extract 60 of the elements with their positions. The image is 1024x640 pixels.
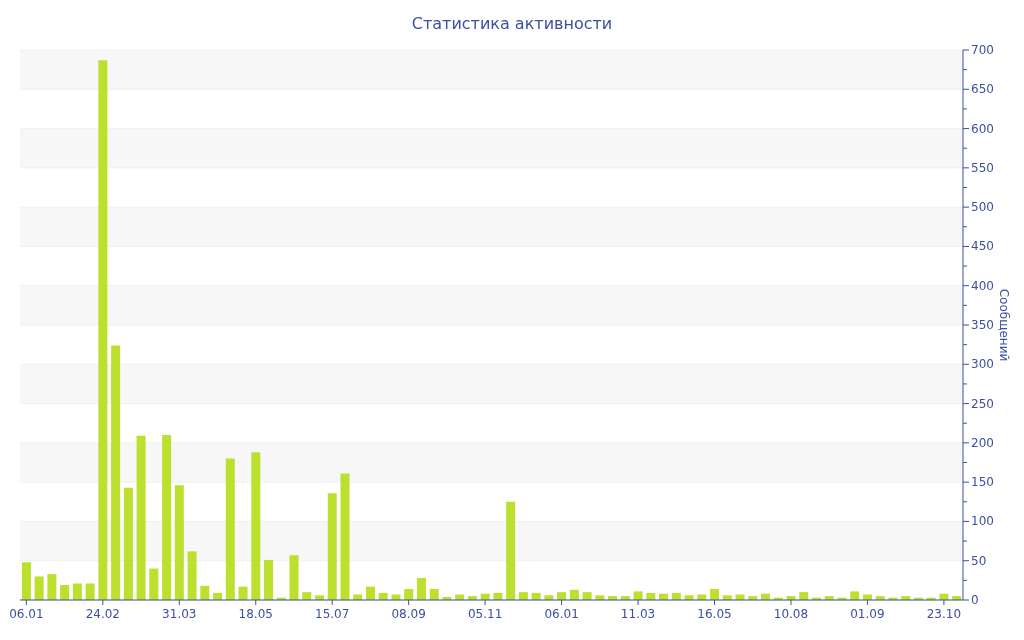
y-tick-label: 400 [971, 278, 994, 293]
x-tick-label: 06.01 [544, 607, 579, 621]
y-tick-label: 600 [971, 121, 994, 136]
y-tick-label: 550 [971, 160, 994, 175]
y-tick-label: 100 [971, 514, 994, 529]
bar [710, 589, 720, 600]
bar [340, 473, 350, 600]
bar [416, 578, 426, 600]
y-tick-label: 250 [971, 396, 994, 411]
bar [506, 501, 516, 600]
bar [174, 485, 184, 600]
y-tick-label: 0 [971, 593, 979, 607]
x-tick-label: 18.05 [238, 607, 273, 621]
x-tick-label: 11.03 [620, 607, 656, 621]
bar [85, 583, 95, 600]
x-tick-label: 08.09 [391, 607, 426, 621]
bar [404, 589, 414, 600]
bar [850, 591, 860, 600]
bar [633, 591, 643, 600]
bar [47, 574, 57, 600]
y-tick-label: 50 [971, 553, 987, 568]
bar [251, 452, 261, 600]
x-tick-label: 06.01 [9, 607, 44, 621]
y-tick-label: 300 [971, 357, 994, 372]
x-tick-label: 10.08 [773, 607, 809, 621]
y-tick-label: 450 [971, 239, 994, 254]
x-tick-label: 23.10 [926, 607, 962, 621]
y-tick-label: 350 [971, 318, 994, 332]
bar [200, 585, 210, 600]
bar [34, 576, 44, 600]
x-tick-label: 24.02 [85, 607, 121, 621]
bar [225, 458, 235, 600]
chart-title: Статистика активности [410, 14, 614, 33]
bar [98, 60, 108, 600]
bar [136, 435, 146, 600]
bar [162, 435, 172, 600]
y-tick-label: 650 [971, 82, 994, 97]
x-tick-label: 05.11 [467, 607, 503, 621]
y-tick-label: 700 [971, 43, 994, 57]
bar [429, 589, 439, 600]
bar [238, 586, 248, 600]
bar [264, 559, 274, 600]
x-tick-label: 31.03 [162, 607, 197, 621]
y-tick-label: 150 [971, 475, 994, 490]
x-tick-label: 01.09 [850, 607, 885, 621]
x-tick-label: 15.07 [315, 607, 350, 621]
y-tick-label: 500 [971, 200, 994, 215]
bar [111, 345, 121, 600]
bar [149, 568, 159, 600]
bar [327, 493, 337, 600]
bar [60, 585, 70, 600]
bar [72, 583, 82, 600]
bar [365, 586, 375, 600]
x-tick-label: 16.05 [697, 607, 732, 621]
bar [21, 562, 31, 600]
bar [187, 551, 197, 600]
bar [289, 555, 299, 600]
bar [123, 487, 133, 600]
y-axis-title: Сообщений [997, 288, 1011, 362]
y-tick-label: 200 [971, 435, 994, 450]
